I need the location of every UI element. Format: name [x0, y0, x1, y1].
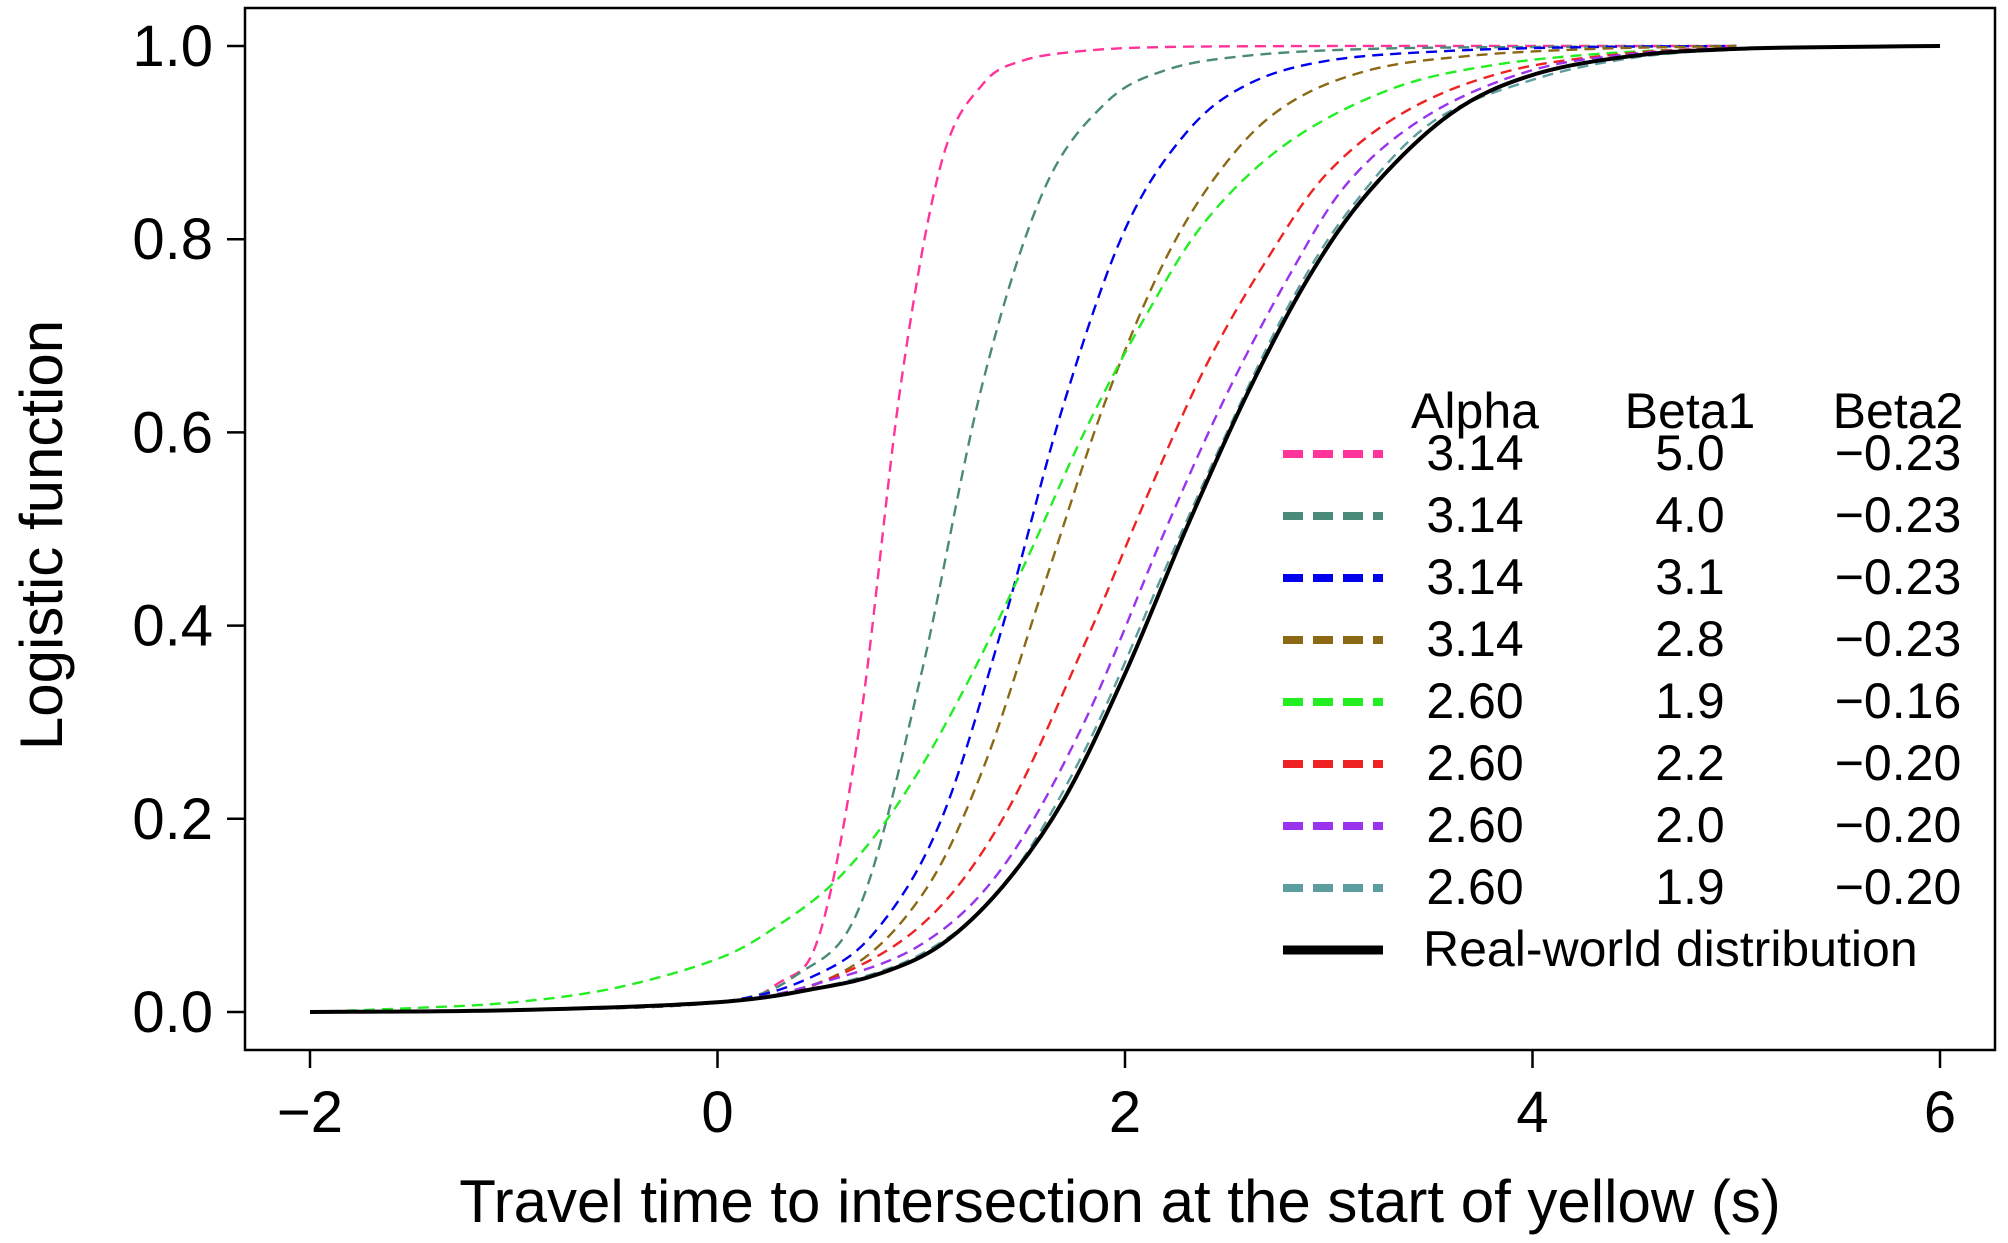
legend-label: Real-world distribution — [1423, 921, 1918, 977]
series-line-4 — [309, 44, 1737, 1014]
legend-value: 3.1 — [1655, 549, 1725, 605]
legend-value: 1.9 — [1655, 673, 1725, 729]
legend-value: 2.60 — [1426, 859, 1523, 915]
y-axis-label: Logistic function — [8, 320, 75, 750]
y-axis: 0.0 0.2 0.4 0.6 0.8 1.0 — [132, 14, 245, 1045]
legend-value: 3.14 — [1426, 425, 1523, 481]
x-tick-label: 6 — [1924, 1080, 1956, 1145]
x-tick-label: 4 — [1516, 1080, 1548, 1145]
x-tick-label: 2 — [1109, 1080, 1141, 1145]
series-line-real-world — [309, 44, 1941, 1014]
legend-value: 1.9 — [1655, 859, 1725, 915]
y-tick-label: 1.0 — [132, 14, 213, 79]
legend-value: 2.2 — [1655, 735, 1725, 791]
y-tick-label: 0.4 — [132, 594, 213, 659]
series-line-6 — [309, 46, 1737, 1014]
legend-value: −0.20 — [1835, 797, 1962, 853]
y-tick-label: 0.8 — [132, 207, 213, 272]
series-layer — [309, 44, 1941, 1014]
legend-header: Alpha — [1411, 383, 1539, 439]
x-tick-label: 0 — [701, 1080, 733, 1145]
x-axis-label: Travel time to intersection at the start… — [459, 1168, 1781, 1235]
series-line-7 — [309, 46, 1737, 1014]
legend-value: 3.14 — [1426, 611, 1523, 667]
legend-value: 2.8 — [1655, 611, 1725, 667]
series-line-1 — [309, 44, 1737, 1014]
y-tick-label: 0.6 — [132, 400, 213, 465]
legend-value: 4.0 — [1655, 487, 1725, 543]
x-axis: −2 0 2 4 6 — [277, 1050, 1956, 1145]
legend-value: −0.23 — [1835, 487, 1962, 543]
legend-value: −0.20 — [1835, 735, 1962, 791]
legend-value: 3.14 — [1426, 549, 1523, 605]
y-tick-label: 0.2 — [132, 787, 213, 852]
legend-value: −0.23 — [1835, 425, 1962, 481]
legend-header: Beta2 — [1833, 383, 1964, 439]
legend: Alpha Beta1 Beta2 3.14 5.0 −0.23 3.14 4.0 −0.23 3… — [1283, 383, 1963, 977]
legend-header: Beta1 — [1625, 383, 1756, 439]
series-line-5 — [309, 46, 1737, 1014]
legend-value: 2.60 — [1426, 797, 1523, 853]
legend-value: −0.16 — [1835, 673, 1962, 729]
legend-value: 2.60 — [1426, 673, 1523, 729]
plot-frame — [243, 6, 1997, 1052]
legend-value: −0.23 — [1835, 611, 1962, 667]
x-tick-label: −2 — [277, 1080, 343, 1145]
y-tick-label: 0.0 — [132, 980, 213, 1045]
legend-value: 2.60 — [1426, 735, 1523, 791]
legend-value: 3.14 — [1426, 487, 1523, 543]
legend-value: −0.23 — [1835, 549, 1962, 605]
legend-value: 5.0 — [1655, 425, 1725, 481]
series-line-3 — [309, 44, 1737, 1014]
legend-value: −0.20 — [1835, 859, 1962, 915]
legend-value: 2.0 — [1655, 797, 1725, 853]
